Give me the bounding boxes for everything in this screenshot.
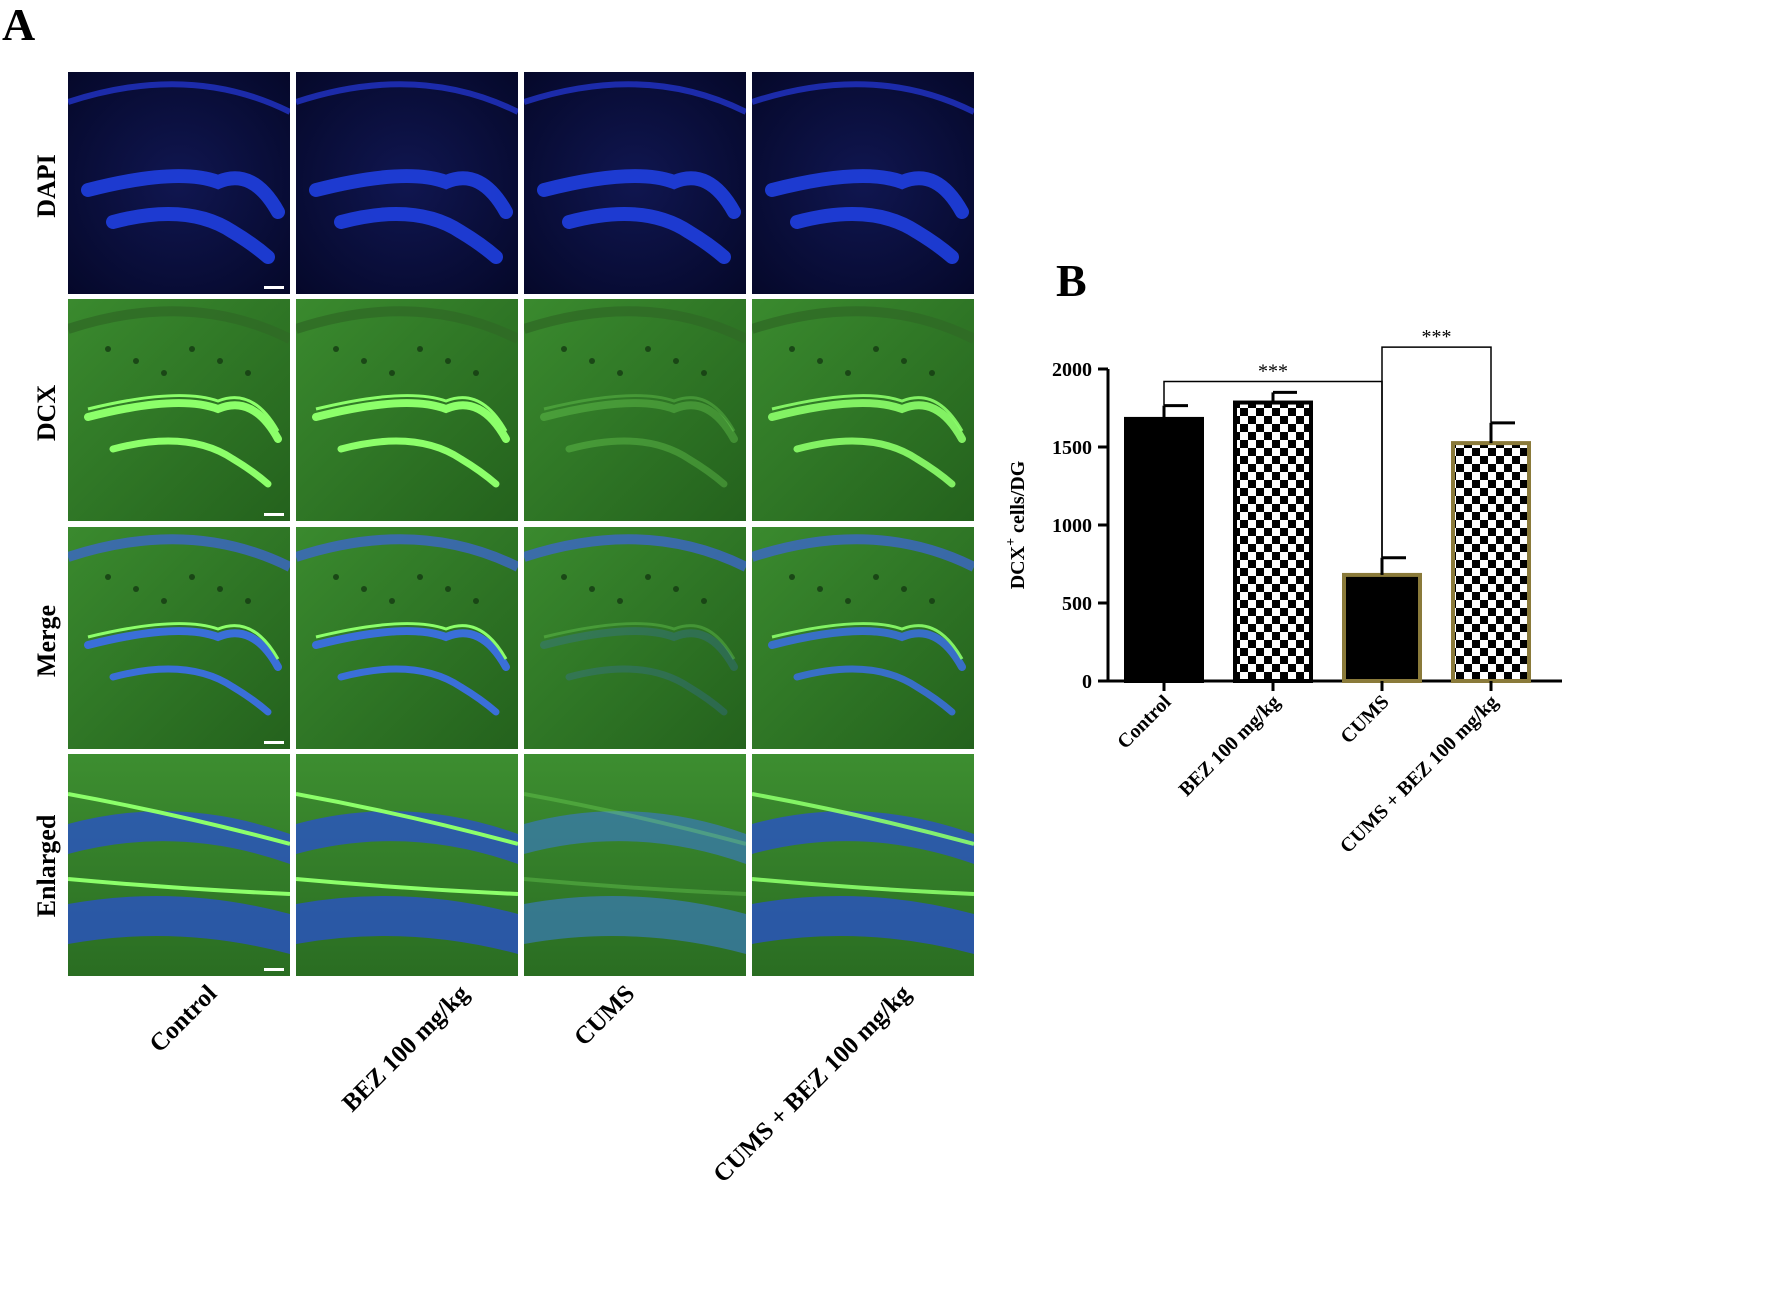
micrograph-dapi-bez: [296, 72, 518, 294]
micrograph-merge-bez: [296, 527, 518, 749]
micrograph-grid: [68, 72, 974, 976]
panel-a-letter: A: [2, 0, 35, 50]
bar-chart: 0 500 1000 1500 2000 DCX+ cells/DG Control BEZ …: [1004, 326, 1562, 858]
scale-bar: [264, 741, 284, 744]
micrograph-enlarged-cums: [524, 754, 746, 976]
row-label-dapi: DAPI: [32, 154, 61, 218]
y-tick-label: 2000: [1052, 359, 1092, 381]
micrograph-dcx-cums: [524, 299, 746, 521]
micrograph-merge-cums: [524, 527, 746, 749]
significance-label-0: ***: [1258, 360, 1288, 382]
micrograph-dapi-cums-bez: [752, 72, 974, 294]
row-label-enlarged: Enlarged: [32, 814, 61, 917]
y-axis-label: DCX+ cells/DG: [1004, 460, 1029, 589]
row-label-dcx: DCX: [32, 385, 61, 442]
micrograph-enlarged-control: [68, 754, 290, 976]
micrograph-dcx-control: [68, 299, 290, 521]
y-tick-label: 500: [1062, 593, 1092, 615]
significance-label-1: ***: [1422, 326, 1452, 348]
x-tick-label-0: Control: [1113, 691, 1176, 754]
micrograph-enlarged-bez: [296, 754, 518, 976]
micrograph-dapi-control: [68, 72, 290, 294]
micrograph-dcx-bez: [296, 299, 518, 521]
bar-2: [1342, 572, 1422, 683]
col-label-control: Control: [145, 980, 223, 1058]
micrograph-dcx-cums-bez: [752, 299, 974, 521]
row-label-merge: Merge: [32, 605, 61, 677]
col-label-cums: CUMS: [569, 980, 640, 1051]
y-tick-label: 1500: [1052, 437, 1092, 459]
x-tick-label-1: BEZ 100 mg/kg: [1175, 691, 1285, 801]
scale-bar: [264, 513, 284, 516]
y-tick-label: 1000: [1052, 515, 1092, 537]
panel-b-letter: B: [1056, 255, 1087, 306]
micrograph-enlarged-cums-bez: [752, 754, 974, 976]
x-tick-label-2: CUMS: [1336, 691, 1393, 748]
col-label-cums-bez: CUMS + BEZ 100 mg/kg: [708, 980, 916, 1188]
scale-bar: [264, 286, 284, 289]
bar-1: [1233, 400, 1313, 683]
bar-0: [1124, 416, 1204, 683]
bar-3: [1451, 441, 1531, 683]
micrograph-merge-cums-bez: [752, 527, 974, 749]
y-tick-label: 0: [1082, 671, 1092, 693]
significance-bracket-1: [1381, 346, 1492, 558]
col-label-bez: BEZ 100 mg/kg: [337, 980, 474, 1117]
micrograph-dapi-cums: [524, 72, 746, 294]
micrograph-merge-control: [68, 527, 290, 749]
scale-bar: [264, 968, 284, 971]
